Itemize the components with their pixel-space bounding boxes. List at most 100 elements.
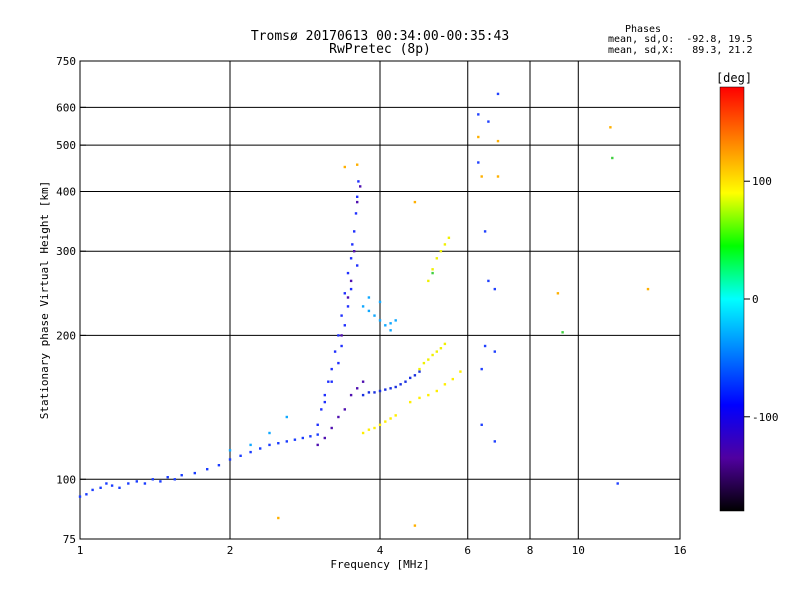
- point-2-5: [349, 393, 353, 397]
- point-1-15: [357, 180, 360, 183]
- point-5-11: [443, 383, 447, 386]
- point-1-13: [354, 212, 358, 215]
- point-3-6: [394, 385, 397, 389]
- point-1-5: [333, 350, 337, 353]
- point-2-8: [340, 334, 343, 337]
- point-2-10: [349, 279, 353, 283]
- point-3-1: [367, 391, 371, 394]
- point-9-0: [611, 156, 614, 160]
- point-0-18: [228, 458, 232, 461]
- point-4-11: [268, 431, 271, 435]
- point-7-10: [493, 440, 496, 443]
- y-tick-label-0: 75: [63, 533, 76, 546]
- point-6-1: [422, 361, 426, 365]
- point-0-6: [118, 486, 121, 489]
- point-1-2: [323, 393, 326, 397]
- point-6-11: [443, 243, 447, 246]
- point-4-5: [389, 322, 392, 325]
- point-0-27: [309, 435, 312, 438]
- point-6-12: [447, 236, 451, 239]
- y-axis-label: Stationary phase Virtual Height [km]: [38, 181, 51, 419]
- point-5-4: [384, 420, 387, 423]
- point-7-6: [483, 344, 487, 348]
- point-0-8: [135, 480, 138, 483]
- chart-subtitle: RwPretec (8p): [329, 42, 431, 57]
- point-0-25: [293, 438, 297, 441]
- point-1-11: [351, 243, 354, 246]
- point-4-13: [228, 449, 232, 452]
- point-2-11: [353, 250, 356, 253]
- point-1-14: [356, 195, 359, 198]
- point-1-10: [349, 257, 353, 260]
- point-4-6: [394, 319, 397, 322]
- x-tick-label-2: 4: [377, 544, 384, 557]
- point-1-6: [337, 334, 340, 337]
- point-6-10: [439, 250, 443, 253]
- point-4-0: [361, 305, 365, 308]
- point-1-21: [330, 380, 333, 383]
- point-2-9: [346, 296, 350, 299]
- point-8-5: [356, 163, 359, 166]
- point-8-6: [413, 200, 417, 204]
- point-4-12: [249, 443, 252, 447]
- point-8-3: [496, 139, 500, 143]
- point-3-5: [389, 387, 392, 390]
- y-tick-label-6: 600: [56, 101, 76, 114]
- chart-title: Tromsø 20170613 00:34:00-00:35:43: [251, 29, 509, 44]
- x-tick-label-0: 1: [77, 544, 84, 557]
- point-5-1: [367, 428, 371, 431]
- y-tick-label-1: 100: [56, 473, 76, 486]
- point-0-2: [91, 488, 94, 492]
- point-1-17: [346, 305, 350, 308]
- point-4-7: [367, 296, 371, 299]
- point-2-6: [356, 387, 359, 390]
- phases-line-x: mean, sd,X: 89.3, 21.2: [608, 45, 753, 56]
- point-7-4: [487, 279, 490, 283]
- point-0-28: [316, 433, 319, 436]
- point-7-12: [616, 482, 619, 485]
- point-6-5: [439, 347, 443, 350]
- point-5-10: [435, 389, 438, 393]
- point-4-1: [367, 309, 371, 313]
- point-1-19: [340, 344, 343, 348]
- grid-lines: [80, 61, 680, 539]
- point-7-8: [480, 367, 483, 371]
- x-tick-label-1: 2: [227, 544, 234, 557]
- point-0-3: [99, 486, 102, 489]
- point-1-1: [320, 408, 323, 411]
- point-0-13: [173, 478, 176, 481]
- point-4-3: [378, 319, 382, 322]
- point-7-11: [496, 92, 500, 96]
- point-4-10: [285, 415, 288, 419]
- phases-title: Phases: [625, 24, 661, 35]
- point-5-2: [373, 426, 376, 430]
- point-0-21: [259, 447, 262, 450]
- point-6-9: [435, 257, 438, 260]
- x-axis-ticks: 1 2 4 6 8 10 16: [77, 544, 687, 557]
- point-2-2: [330, 426, 333, 430]
- point-3-4: [384, 388, 387, 391]
- point-1-12: [353, 230, 356, 233]
- point-0-7: [127, 482, 130, 485]
- point-5-9: [427, 393, 430, 397]
- point-2-13: [359, 185, 362, 188]
- colorbar-tick-label-2: -100: [752, 411, 779, 424]
- point-7-9: [480, 423, 483, 426]
- point-5-7: [409, 400, 412, 404]
- phases-line-o: mean, sd,O: -92.8, 19.5: [608, 34, 753, 45]
- point-5-3: [378, 423, 382, 426]
- point-0-10: [151, 478, 154, 481]
- y-tick-label-3: 300: [56, 245, 76, 258]
- point-0-9: [143, 482, 147, 485]
- point-0-16: [206, 468, 209, 471]
- point-8-7: [556, 292, 560, 295]
- y-tick-label-2: 200: [56, 329, 76, 342]
- point-1-18: [343, 324, 346, 327]
- point-4-4: [384, 324, 387, 327]
- point-6-2: [427, 358, 430, 361]
- point-8-4: [343, 165, 346, 169]
- x-tick-label-3: 6: [464, 544, 471, 557]
- point-6-0: [418, 367, 421, 371]
- point-1-9: [346, 271, 350, 275]
